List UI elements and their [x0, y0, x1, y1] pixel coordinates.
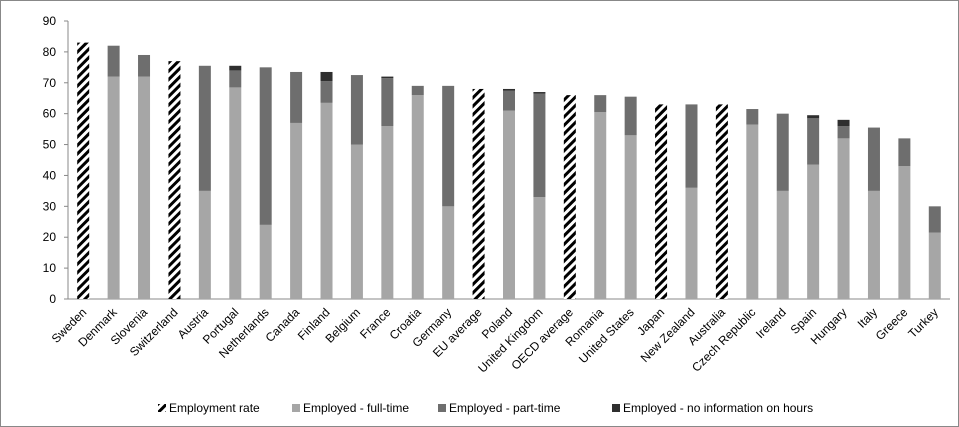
bar-segment — [290, 71, 303, 123]
bar-segment — [350, 75, 363, 145]
bar-segment — [381, 76, 394, 79]
bar-segment — [655, 104, 668, 300]
bar-segment — [229, 70, 242, 88]
bar-segment — [533, 197, 546, 299]
bar-segment — [928, 232, 941, 299]
y-tick-label: 10 — [43, 261, 57, 275]
bar-segment — [776, 113, 789, 191]
bar-segment — [594, 112, 607, 299]
bar-segment — [442, 206, 455, 299]
y-tick-label: 70 — [43, 76, 57, 90]
bar-segment — [594, 95, 607, 113]
bar-segment — [107, 76, 120, 299]
bar-segment — [533, 93, 546, 198]
bar-segment — [381, 78, 394, 127]
legend-label: Employed - full-time — [303, 401, 409, 415]
bar-segment — [442, 85, 455, 207]
bar-segment — [107, 45, 120, 77]
y-tick-label: 20 — [43, 230, 57, 244]
bar-segment — [867, 190, 880, 299]
legend-label: Employed - no information on hours — [623, 401, 813, 415]
bar-segment — [229, 87, 242, 300]
bar-segment — [807, 118, 820, 165]
y-tick-label: 80 — [43, 45, 57, 59]
bar-segment — [290, 122, 303, 299]
y-tick-label: 60 — [43, 107, 57, 121]
y-tick-label: 30 — [43, 199, 57, 213]
bar-segment — [746, 109, 759, 125]
y-tick-label: 40 — [43, 168, 57, 182]
y-tick-label: 50 — [43, 138, 57, 152]
bar-segment — [685, 104, 698, 188]
bar-segment — [807, 164, 820, 299]
legend-label: Employed - part-time — [449, 401, 561, 415]
bar-segment — [533, 92, 546, 94]
y-tick-label: 90 — [43, 14, 57, 28]
bar-segment — [928, 206, 941, 233]
bar-segment — [867, 127, 880, 191]
bar-segment — [229, 65, 242, 71]
legend-swatch — [158, 404, 166, 412]
y-tick-label: 0 — [49, 292, 56, 306]
bar-segment — [168, 61, 181, 300]
bar-segment — [624, 135, 637, 299]
bar-segment — [624, 96, 637, 136]
bar-segment — [381, 126, 394, 300]
bar-segment — [198, 65, 211, 191]
bar-segment — [472, 88, 485, 299]
legend-swatch — [438, 404, 446, 412]
bar-segment — [198, 190, 211, 299]
bar-segment — [411, 95, 424, 299]
bar-segment — [320, 81, 333, 103]
bar-segment — [77, 42, 90, 299]
bar-segment — [898, 138, 911, 167]
bar-segment — [685, 187, 698, 299]
bar-segment — [837, 138, 850, 299]
bar-segment — [837, 119, 850, 127]
bar-segment — [776, 190, 789, 299]
legend-swatch — [612, 404, 620, 412]
bar-segment — [746, 124, 759, 299]
bar-segment — [503, 88, 515, 91]
legend-swatch — [292, 404, 300, 412]
bar-segment — [320, 71, 333, 82]
bar-segment — [503, 90, 515, 111]
bar-segment — [898, 166, 911, 299]
bar-segment — [837, 126, 850, 139]
bar-segment — [138, 54, 151, 77]
bar-segment — [563, 95, 576, 299]
bar-segment — [320, 102, 333, 299]
bar-segment — [503, 110, 515, 299]
legend-label: Employment rate — [169, 401, 260, 415]
bar-segment — [138, 76, 151, 299]
bar-segment — [350, 144, 363, 299]
bar-segment — [259, 67, 272, 225]
bar-segment — [715, 104, 728, 300]
bar-segment — [259, 224, 272, 299]
bar-segment — [807, 115, 820, 119]
bar-segment — [411, 85, 424, 96]
